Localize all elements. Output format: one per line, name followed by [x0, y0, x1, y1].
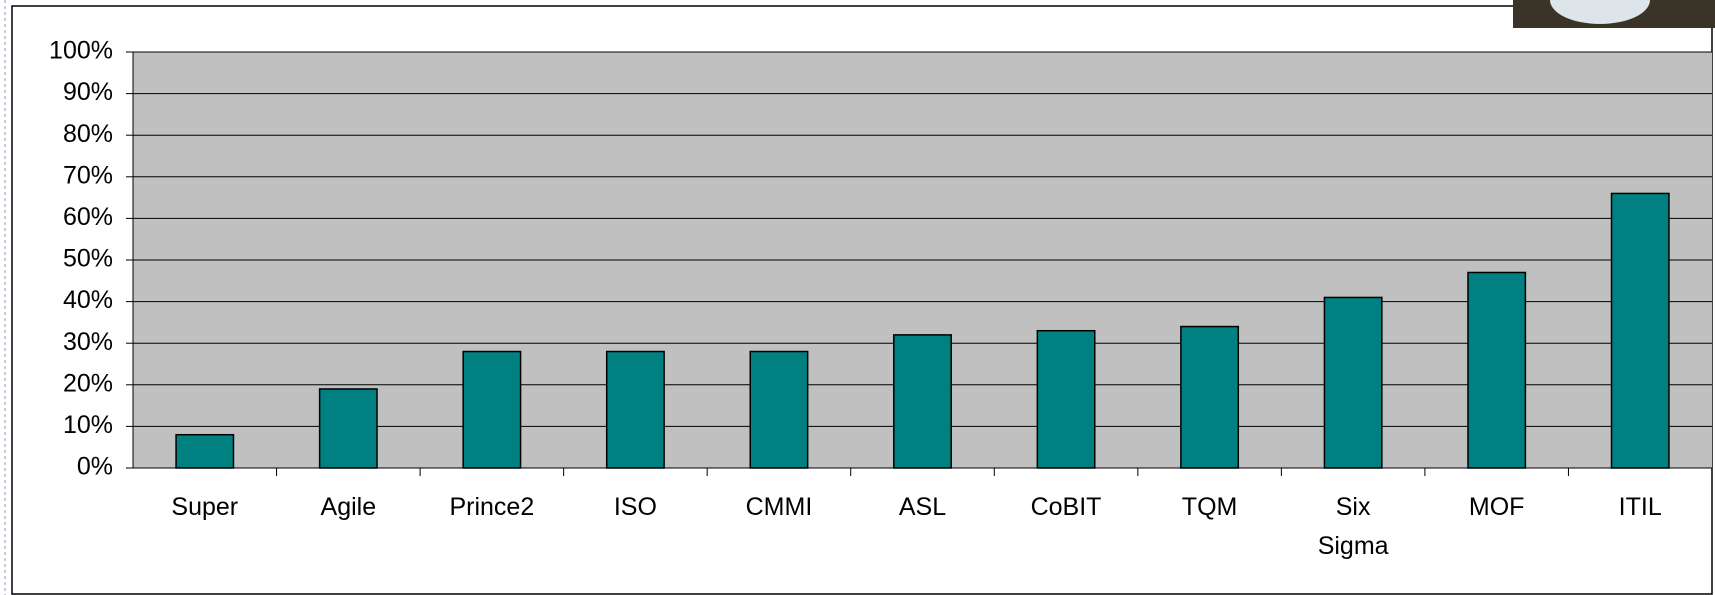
x-tick-label: Six Sigma	[1317, 493, 1389, 560]
bar	[318, 388, 378, 469]
x-tick-label: Prince2	[449, 493, 535, 521]
bar	[175, 433, 235, 469]
x-tick-label: CoBIT	[1030, 493, 1102, 521]
bar	[1467, 271, 1527, 469]
x-tick-label: TQM	[1181, 493, 1238, 521]
bar	[605, 350, 665, 469]
y-tick-label: 90%	[63, 78, 113, 106]
y-tick-label: 10%	[63, 411, 113, 439]
x-tick-label: ITIL	[1618, 493, 1662, 521]
y-tick-label: 20%	[63, 369, 113, 397]
bar	[1323, 296, 1383, 469]
x-tick-label: CMMI	[745, 493, 813, 521]
x-tick-label: ASL	[898, 493, 947, 521]
y-tick-label: 50%	[63, 245, 113, 273]
bar	[893, 334, 952, 469]
bar	[1610, 192, 1670, 469]
y-tick-label: 80%	[63, 120, 113, 148]
y-tick-label: 30%	[63, 328, 113, 356]
x-tick-label: ISO	[613, 493, 657, 521]
bar	[1036, 329, 1096, 469]
y-tick-label: 0%	[77, 453, 113, 481]
y-tick-label: 100%	[49, 37, 113, 65]
x-tick-label: Super	[171, 493, 239, 521]
y-tick-label: 40%	[63, 286, 113, 314]
bar	[749, 350, 809, 469]
x-tick-label: Agile	[320, 493, 377, 521]
x-tick-label: MOF	[1468, 493, 1525, 521]
y-tick-label: 60%	[63, 203, 113, 231]
bar	[1180, 325, 1240, 469]
bar	[462, 350, 522, 469]
y-tick-label: 70%	[63, 161, 113, 189]
corner-photo-ball	[1550, 0, 1650, 24]
